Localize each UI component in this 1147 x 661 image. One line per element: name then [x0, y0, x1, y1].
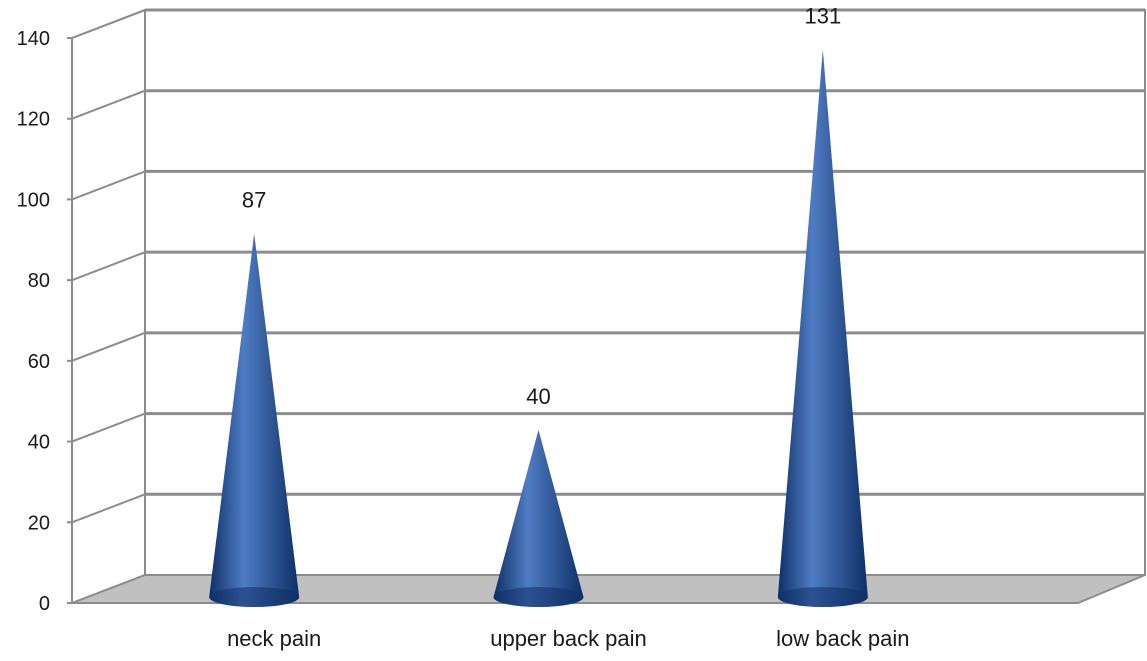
cone [209, 233, 300, 607]
back-wall [144, 9, 1146, 576]
y-tick-label: 100 [17, 189, 50, 211]
category-label: upper back pain [490, 626, 647, 651]
data-label: 131 [804, 4, 841, 29]
cone [777, 49, 868, 608]
gridlines [71, 8, 1145, 524]
side-wall [71, 8, 146, 605]
side-wall-panel [71, 8, 146, 605]
cone-base-shadow [493, 587, 584, 607]
gridline-side [71, 331, 146, 362]
gridline-side [71, 493, 146, 524]
y-tick-label: 80 [28, 270, 50, 292]
data-label: 87 [242, 187, 266, 212]
back-wall-panel [144, 9, 1146, 576]
cones [209, 49, 868, 608]
y-tick-label: 60 [28, 351, 50, 373]
category-label: neck pain [227, 626, 321, 651]
cone-body [777, 49, 868, 608]
cone-body [493, 429, 584, 607]
gridline-side [71, 89, 146, 120]
gridline-side [71, 251, 146, 282]
gridline-side [71, 412, 146, 443]
data-label: 40 [526, 384, 550, 409]
cone [493, 429, 584, 607]
cone-base-shadow [777, 587, 868, 607]
category-labels: neck pain upper back pain low back pain [227, 626, 909, 651]
data-labels: 87 40 131 [242, 4, 841, 409]
cone-body [209, 233, 300, 607]
gridline-side [71, 170, 146, 201]
y-tick-label: 0 [39, 593, 50, 615]
y-tick-label: 40 [28, 432, 50, 454]
y-axis-ticks: 0 20 40 60 80 100 120 140 [17, 28, 72, 615]
category-label: low back pain [776, 626, 909, 651]
gridline-side [71, 9, 146, 39]
y-tick-label: 120 [17, 109, 50, 131]
floor-panel [71, 574, 1146, 604]
y-tick-label: 140 [17, 28, 50, 50]
cone-base-shadow [209, 587, 300, 607]
floor [71, 574, 1146, 604]
y-tick-label: 20 [28, 512, 50, 534]
